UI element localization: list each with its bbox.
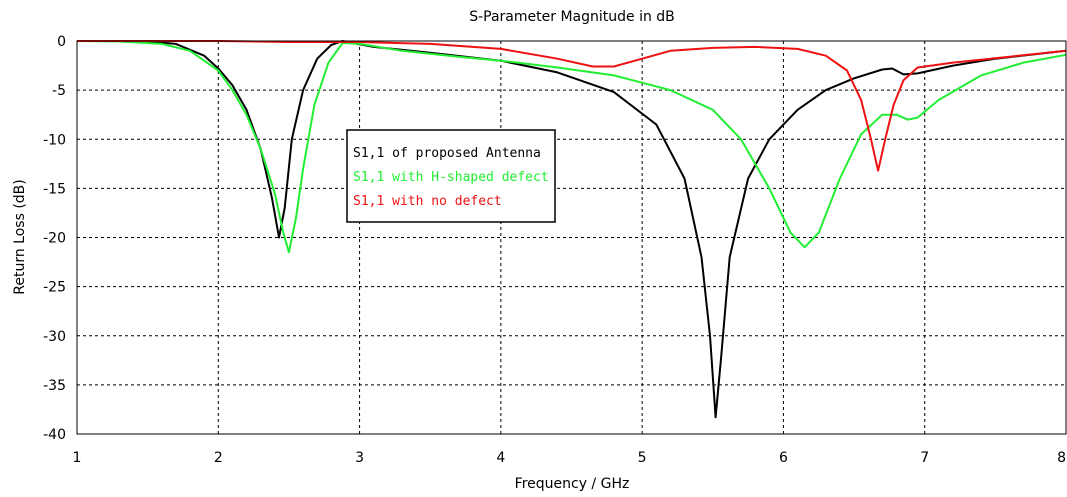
legend-box — [346, 129, 556, 223]
y-tick-label: 0 — [57, 34, 66, 50]
series-line-3 — [77, 40, 1067, 172]
x-tick-label: 5 — [638, 450, 647, 466]
legend: S1,1 of proposed Antenna S1,1 with H-shap… — [346, 129, 556, 223]
y-tick-labels: 0 -5 -10 -15 -20 -25 -30 -35 -40 — [43, 34, 66, 443]
x-tick-label: 3 — [355, 450, 364, 466]
y-tick-label: -15 — [43, 181, 66, 197]
plot-frame — [76, 40, 1067, 435]
y-tick-label: -25 — [43, 280, 66, 296]
legend-entry-3: S1,1 with no defect — [353, 194, 502, 209]
y-tick-label: -5 — [52, 83, 66, 99]
y-axis-label: Return Loss (dB) — [12, 179, 28, 294]
x-tick-labels: 1 2 3 4 5 6 7 8 — [73, 450, 1066, 466]
y-tick-label: -20 — [43, 231, 66, 247]
x-tick-label: 6 — [779, 450, 788, 466]
x-tick-label: 8 — [1057, 450, 1066, 466]
x-tick-label: 2 — [214, 450, 223, 466]
legend-entry-2: S1,1 with H-shaped defect — [353, 170, 549, 185]
x-axis-label: Frequency / GHz — [515, 476, 630, 492]
chart-title: S-Parameter Magnitude in dB — [469, 9, 675, 25]
series-line-1 — [77, 40, 1067, 419]
x-tick-label: 4 — [496, 450, 505, 466]
grid-lines — [77, 41, 1066, 434]
y-tick-label: -40 — [43, 427, 66, 443]
series-lines — [76, 40, 1067, 419]
x-tick-label: 1 — [73, 450, 82, 466]
y-tick-label: -10 — [43, 132, 66, 148]
legend-entry-1: S1,1 of proposed Antenna — [353, 146, 541, 161]
x-tick-label: 7 — [920, 450, 929, 466]
y-tick-label: -30 — [43, 329, 66, 345]
y-tick-label: -35 — [43, 378, 66, 394]
